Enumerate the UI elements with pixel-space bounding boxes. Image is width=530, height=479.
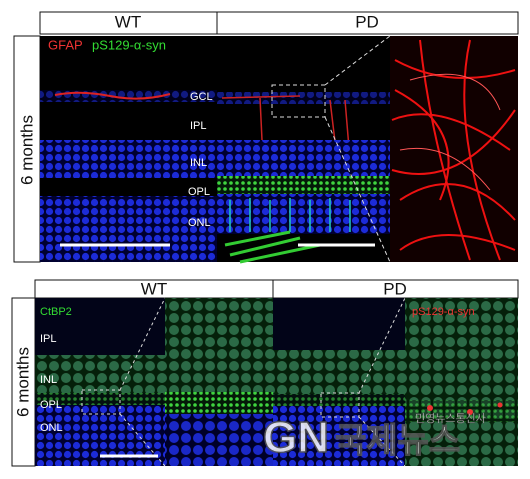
layer-label: INL xyxy=(190,157,207,169)
header: PD xyxy=(355,12,379,31)
layer-label: ONL xyxy=(188,217,211,229)
bottom-panel: WT PD 6 months CtBP2 pS129-α-syn IPL INL… xyxy=(11,279,519,467)
layer-label: IPL xyxy=(40,333,57,345)
header: WT xyxy=(115,12,141,31)
label: CtBP2 xyxy=(40,306,72,318)
layer-label: GCL xyxy=(190,91,213,103)
layer-label: OPL xyxy=(188,186,210,198)
header: WT xyxy=(141,279,167,298)
watermark-logo: GN xyxy=(263,413,329,462)
top-panel: WT PD 6 months GFAP pS129-α-syn GCL IPL … xyxy=(13,11,519,264)
watermark-title: 국제뉴스 xyxy=(335,422,460,460)
legend: GFAP xyxy=(48,37,83,52)
header: PD xyxy=(383,279,407,298)
header-box xyxy=(39,11,519,35)
layer-label: IPL xyxy=(190,120,207,132)
row-label: 6 months xyxy=(17,115,36,185)
label: pS129-α-syn xyxy=(412,306,475,318)
watermark: GN 민영뉴스통신사 국제뉴스 xyxy=(262,412,486,463)
layer-label: OPL xyxy=(40,399,62,411)
micrograph xyxy=(405,298,518,466)
layer-label: INL xyxy=(40,374,57,386)
watermark-subtitle: 민영뉴스통신사 xyxy=(415,412,486,425)
legend: pS129-α-syn xyxy=(92,37,166,52)
layer-label: ONL xyxy=(40,422,63,434)
row-label: 6 months xyxy=(13,347,32,417)
